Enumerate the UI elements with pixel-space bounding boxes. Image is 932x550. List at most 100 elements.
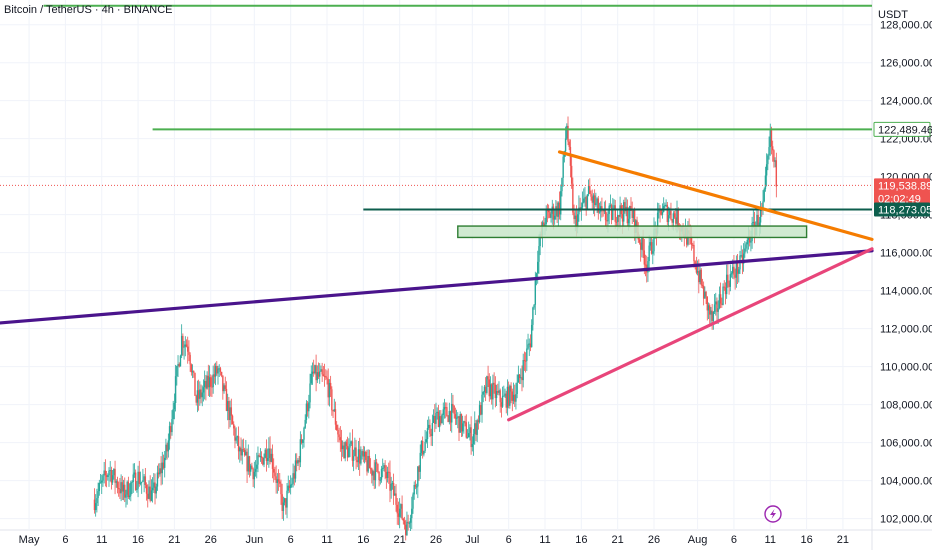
candle-body <box>362 451 365 457</box>
candle-body <box>369 468 372 470</box>
price-label-text: 02:02:49 <box>878 193 921 205</box>
candle-body <box>437 411 440 428</box>
candle-body <box>550 213 552 218</box>
candle-body <box>466 437 469 439</box>
candle-body <box>326 377 328 380</box>
candle-body <box>514 394 516 402</box>
candle-body <box>402 518 404 521</box>
candle-body <box>771 146 774 151</box>
candle-body <box>552 206 555 220</box>
candle-body <box>277 479 280 482</box>
candle-body <box>568 141 570 147</box>
candle-body <box>701 284 704 286</box>
candle-body <box>172 409 174 420</box>
candle-body <box>379 479 381 481</box>
candle-body <box>446 407 448 417</box>
candle-body <box>296 460 298 464</box>
x-tick-label: 26 <box>648 534 660 546</box>
candle-body <box>338 434 340 438</box>
candle-body <box>603 210 606 212</box>
time-axis[interactable]: May 6 11 16 21 26 Jun 6 11 16 21 26 Jul 6 11 16 21 26 Aug 6… <box>19 534 849 546</box>
candle-body <box>642 237 644 251</box>
candle-body <box>630 206 632 211</box>
candle-body <box>454 414 457 419</box>
candle-body <box>704 291 706 299</box>
candle-body <box>384 465 386 473</box>
candle-body <box>279 481 281 484</box>
candle-body <box>191 371 194 373</box>
candle-body <box>498 390 500 393</box>
candle-body <box>562 156 564 178</box>
candle-body <box>350 441 352 444</box>
candle-body <box>677 209 679 228</box>
candle-body <box>154 482 156 494</box>
candle-body <box>492 382 494 400</box>
candle-body <box>188 351 190 355</box>
candle-body <box>372 471 374 476</box>
candle-body <box>395 493 397 505</box>
candle-body <box>286 490 288 508</box>
candle-body <box>512 394 515 401</box>
chart-drawings[interactable] <box>0 4 874 422</box>
candle-body <box>487 376 489 380</box>
candle-body <box>744 248 746 254</box>
candle-body <box>243 449 246 456</box>
candle-body <box>223 385 225 392</box>
candle-body <box>469 427 471 434</box>
candle-body <box>262 457 264 465</box>
candle-body <box>520 377 522 379</box>
candle-body <box>257 455 259 465</box>
candle-body <box>287 485 289 491</box>
candle-body <box>273 468 275 473</box>
candle-body <box>729 274 731 287</box>
candle-body <box>619 205 621 217</box>
candle-body <box>606 220 608 222</box>
candle-body <box>144 476 147 485</box>
candle-body <box>268 448 270 458</box>
candle-body <box>566 125 568 139</box>
candle-body <box>711 310 713 322</box>
candle-body <box>389 472 391 491</box>
candle-body <box>430 433 432 437</box>
candle-body <box>478 405 481 423</box>
candle-body <box>184 344 186 347</box>
candle-body <box>574 215 576 220</box>
candle-body <box>447 416 449 422</box>
candle-body <box>526 348 528 361</box>
candle-body <box>505 393 507 408</box>
candle-body <box>292 473 294 484</box>
candle-body <box>762 201 764 208</box>
candle-body <box>407 521 409 523</box>
candle-body <box>354 447 356 457</box>
candle-body <box>258 455 260 457</box>
candle-body <box>527 344 529 349</box>
candle-body <box>770 130 773 147</box>
candle-body <box>114 468 116 483</box>
candle-body <box>392 483 395 496</box>
candle-body <box>458 416 460 433</box>
symbol-title[interactable]: Bitcoin / TetherUS · 4h · BINANCE <box>4 4 173 16</box>
candle-body <box>99 482 102 484</box>
candle-body <box>649 242 652 246</box>
candle-body <box>633 210 636 233</box>
candle-body <box>494 384 497 399</box>
y-tick-label: 128,000.00 <box>880 20 932 32</box>
candle-body <box>748 236 751 243</box>
candle-body <box>256 464 258 469</box>
candle-body <box>121 482 124 492</box>
candle-body <box>452 403 454 406</box>
y-tick-label: 116,000.00 <box>880 248 932 260</box>
candle-body <box>283 498 286 503</box>
price-axis[interactable]: 102,000.00 104,000.00 106,000.00 108,000.00… <box>880 20 932 526</box>
candle-body <box>596 198 598 204</box>
candle-body <box>590 193 592 197</box>
lightning-bolt-icon[interactable] <box>764 505 782 523</box>
price-label-text: 118,273.05 <box>878 204 932 216</box>
candle-body <box>195 395 197 403</box>
candle-body <box>105 475 108 477</box>
candle-body <box>664 204 666 207</box>
candle-body <box>725 274 728 295</box>
candle-body <box>765 164 768 176</box>
